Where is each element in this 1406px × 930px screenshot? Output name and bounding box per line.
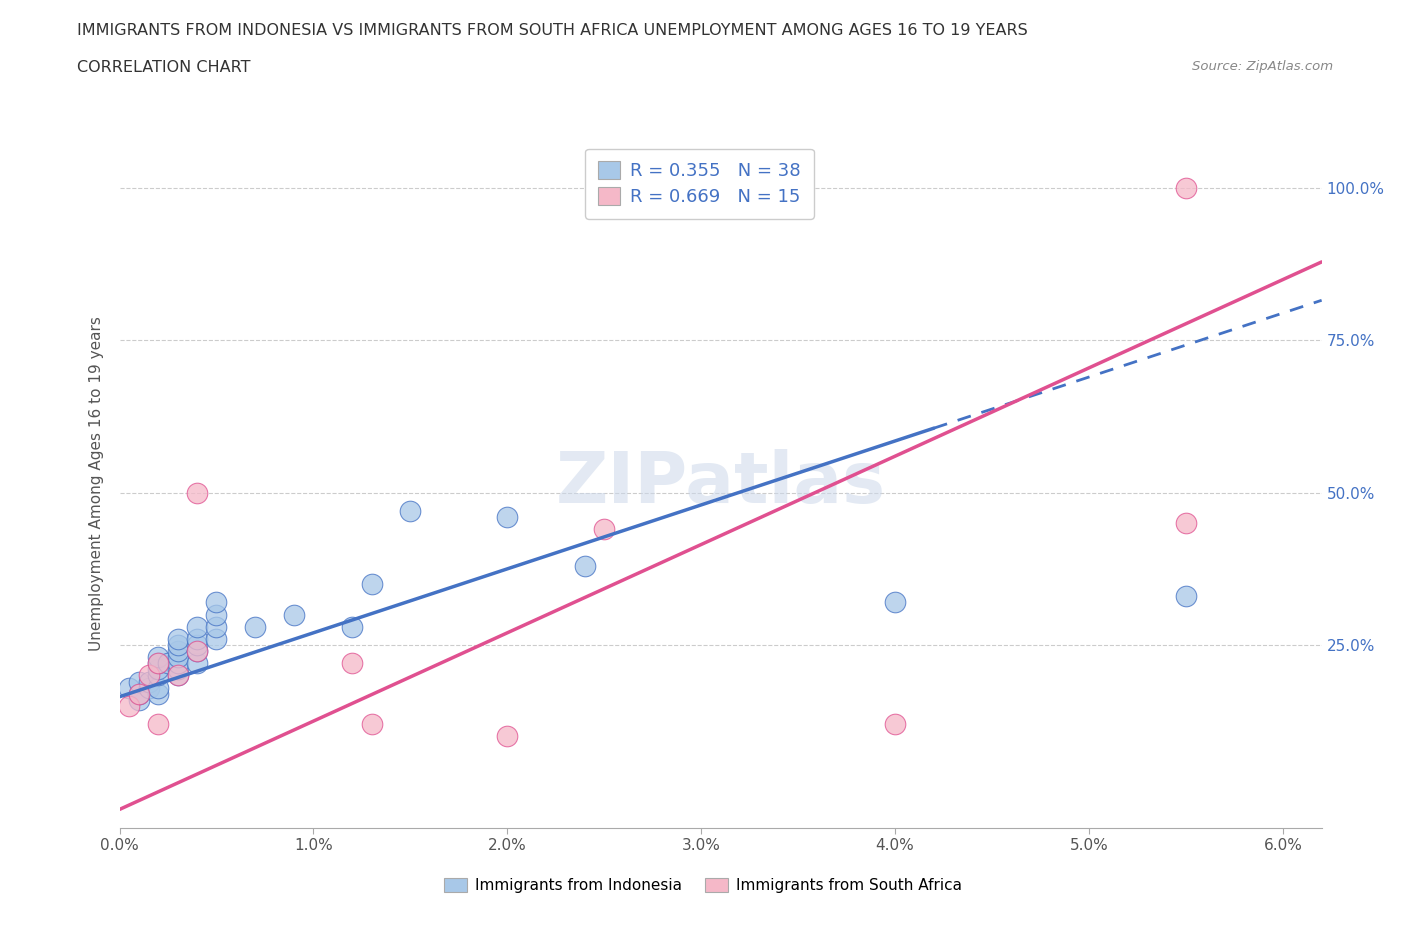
Point [360,577,382,591]
Point [574,558,596,573]
Point [1174,516,1197,531]
Text: CORRELATION CHART: CORRELATION CHART [77,60,250,75]
Text: Source: ZipAtlas.com: Source: ZipAtlas.com [1192,60,1333,73]
Point [283,607,305,622]
Point [593,522,616,537]
Point [186,644,208,658]
Point [186,485,208,500]
Point [138,668,160,683]
Point [128,686,150,701]
Point [399,503,422,518]
Point [340,619,363,634]
Point [118,680,141,695]
Point [340,656,363,671]
Point [138,674,160,689]
Text: IMMIGRANTS FROM INDONESIA VS IMMIGRANTS FROM SOUTH AFRICA UNEMPLOYMENT AMONG AGE: IMMIGRANTS FROM INDONESIA VS IMMIGRANTS … [77,23,1028,38]
Point [128,674,150,689]
Point [148,717,170,732]
Point [166,668,188,683]
Point [205,619,228,634]
Point [186,619,208,634]
Point [496,729,519,744]
Point [148,656,170,671]
Point [245,619,267,634]
Point [148,686,170,701]
Y-axis label: Unemployment Among Ages 16 to 19 years: Unemployment Among Ages 16 to 19 years [89,316,104,651]
Point [1174,180,1197,195]
Point [148,662,170,677]
Point [360,717,382,732]
Text: ZIPatlas: ZIPatlas [555,449,886,518]
Point [148,668,170,683]
Point [156,656,179,671]
Point [186,631,208,646]
Point [166,662,188,677]
Point [166,631,188,646]
Point [166,668,188,683]
Point [166,650,188,665]
Point [148,650,170,665]
Point [148,680,170,695]
Point [186,638,208,653]
Point [205,607,228,622]
Point [128,686,150,701]
Point [128,692,150,707]
Point [884,717,907,732]
Point [884,595,907,610]
Point [186,644,208,658]
Point [496,510,519,525]
Point [148,656,170,671]
Legend: R = 0.355   N = 38, R = 0.669   N = 15: R = 0.355 N = 38, R = 0.669 N = 15 [585,149,814,219]
Point [166,644,188,658]
Legend: Immigrants from Indonesia, Immigrants from South Africa: Immigrants from Indonesia, Immigrants fr… [439,871,967,899]
Point [205,595,228,610]
Point [1174,589,1197,604]
Point [118,698,141,713]
Point [138,680,160,695]
Point [205,631,228,646]
Point [186,656,208,671]
Point [166,638,188,653]
Point [166,656,188,671]
